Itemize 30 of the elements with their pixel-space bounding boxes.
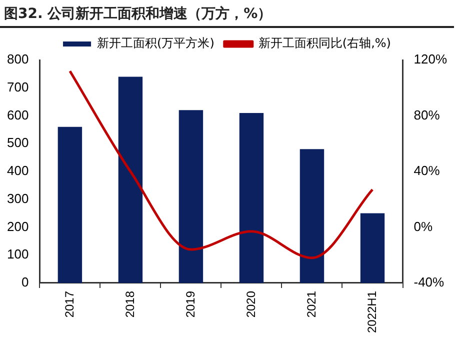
y-tick-label: 400 [6,163,29,178]
x-tick-label: 2019 [183,290,198,318]
y-tick-label: 200 [6,218,29,234]
bar [118,76,143,283]
y2-tick-label: -40% [414,274,445,290]
y2-tick-label: 0% [414,218,433,234]
y-tick-label: 500 [6,135,29,150]
bar [239,112,264,283]
y-tick-label: 700 [6,79,29,94]
y-tick-label: 600 [6,107,29,122]
bar [360,213,385,283]
x-tick-label: 2017 [62,290,76,318]
bar [300,149,324,283]
y2-tick-label: 80% [414,107,440,122]
x-tick-label: 2018 [122,290,137,318]
bar [58,126,82,283]
legend-label: 新开工面积同比(右轴,%) [258,36,391,50]
y2-tick-label: 120% [414,52,448,67]
legend-label: 新开工面积(万平方米) [97,36,214,50]
x-tick-label: 2022H1 [364,290,379,334]
x-tick-label: 2020 [244,290,258,318]
chart-title: 图32. 公司新开工面积和增速（万方，%） [0,0,454,28]
y-tick-label: 300 [6,190,29,206]
y-tick-label: 0 [21,274,29,290]
y-tick-label: 100 [6,246,29,262]
bar [178,110,204,283]
y-tick-label: 800 [6,52,29,67]
y2-tick-label: 40% [414,163,440,178]
x-tick-label: 2021 [304,290,318,318]
line-series [68,70,374,260]
